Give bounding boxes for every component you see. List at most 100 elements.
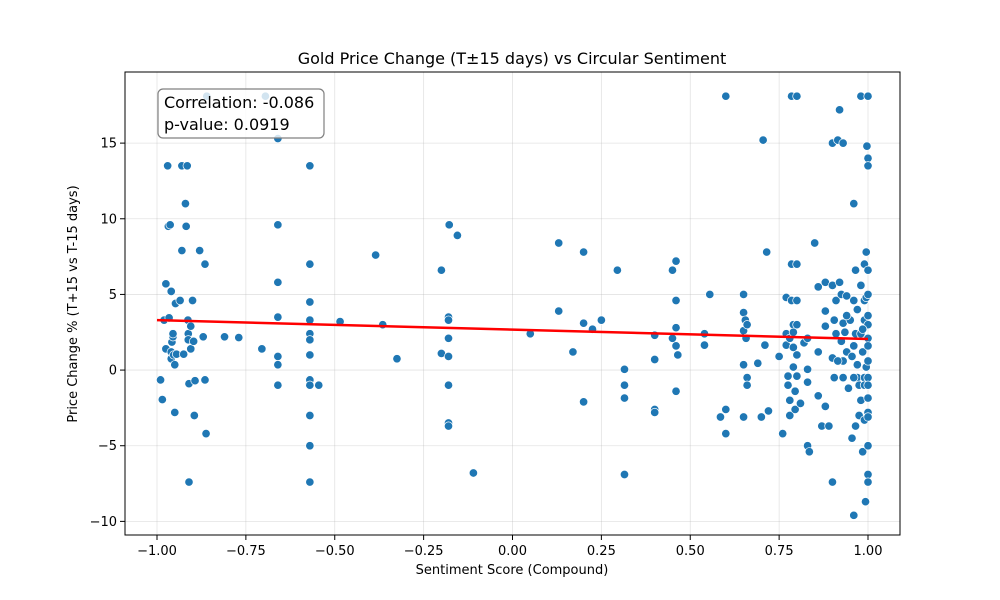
data-point (596, 315, 606, 325)
data-point (667, 265, 678, 275)
data-point (443, 333, 454, 343)
data-point (671, 323, 681, 333)
data-point (739, 308, 749, 318)
data-point (170, 360, 180, 370)
data-point (863, 469, 873, 480)
data-point (305, 297, 315, 307)
data-point (273, 312, 283, 322)
data-point (612, 265, 622, 275)
data-point (863, 441, 873, 451)
data-point (856, 280, 866, 290)
data-point (619, 364, 630, 374)
data-point (849, 341, 859, 351)
data-point (863, 356, 873, 366)
data-point (671, 295, 681, 306)
data-point (847, 351, 857, 362)
data-point (739, 289, 749, 299)
data-point (305, 350, 315, 360)
data-point (705, 289, 715, 299)
data-point (165, 220, 175, 230)
data-point (170, 407, 180, 417)
data-point (305, 410, 315, 421)
data-point (833, 356, 843, 366)
data-point (273, 380, 283, 390)
data-point (835, 105, 845, 115)
data-point (810, 238, 820, 248)
data-point (753, 358, 763, 368)
data-point (554, 238, 564, 248)
data-point (671, 341, 681, 351)
data-point (858, 347, 868, 357)
data-point (156, 375, 166, 385)
data-point (443, 380, 454, 390)
chart-title: Gold Price Change (T±15 days) vs Circula… (298, 49, 727, 68)
data-point (200, 259, 210, 269)
data-point (378, 320, 388, 330)
data-point (305, 259, 315, 269)
data-point (671, 386, 681, 396)
data-point (742, 380, 752, 390)
stats-box-frame (157, 88, 325, 139)
data-point (671, 256, 681, 266)
data-point (792, 295, 802, 306)
data-point (763, 406, 774, 416)
data-point (219, 332, 230, 342)
data-point (792, 259, 802, 269)
data-point (179, 349, 189, 359)
data-point (813, 391, 823, 401)
data-point (795, 398, 806, 408)
grid (125, 72, 900, 535)
y-tick-label: −10 (90, 515, 117, 530)
data-point (667, 333, 678, 343)
data-point (804, 447, 814, 457)
y-tick-label: 10 (100, 212, 117, 227)
data-point (829, 373, 839, 383)
data-point (468, 468, 478, 478)
data-point (820, 321, 830, 331)
x-tick-label: −0.50 (315, 544, 355, 559)
data-point (739, 360, 749, 370)
data-point (792, 350, 802, 360)
x-tick-label: 0.50 (676, 544, 705, 559)
data-point (305, 477, 315, 487)
data-point (863, 289, 873, 299)
data-point (858, 324, 868, 334)
data-point (234, 332, 244, 343)
data-point (840, 327, 850, 337)
data-point (774, 351, 784, 362)
data-point (843, 383, 854, 393)
data-point (177, 245, 187, 256)
regression-line (156, 318, 869, 341)
data-point (849, 510, 859, 520)
data-point (166, 286, 176, 296)
data-point (820, 401, 830, 411)
y-tick-label: −5 (98, 439, 117, 454)
data-point (186, 321, 196, 331)
y-tick-label: 5 (109, 288, 117, 303)
data-point (721, 429, 731, 439)
data-point (829, 315, 839, 325)
data-point (190, 376, 200, 386)
data-point (863, 477, 873, 487)
data-point (838, 138, 848, 148)
data-point (161, 279, 171, 289)
data-point (790, 404, 800, 414)
data-point (803, 377, 813, 387)
data-point (863, 341, 873, 351)
data-point (392, 354, 402, 364)
data-point (778, 429, 788, 439)
data-point (813, 347, 823, 357)
y-axis-label: Price Change % (T+15 vs T-15 days) (66, 185, 81, 422)
regression-line-path (156, 318, 869, 341)
data-point (863, 91, 873, 101)
data-point (198, 332, 208, 342)
data-point (863, 153, 873, 163)
data-point (184, 477, 194, 487)
data-point (175, 295, 185, 306)
data-point (650, 407, 660, 417)
data-point (813, 282, 823, 292)
data-point (863, 412, 873, 422)
data-point (673, 350, 683, 360)
data-point (860, 497, 871, 507)
data-point (195, 245, 205, 256)
